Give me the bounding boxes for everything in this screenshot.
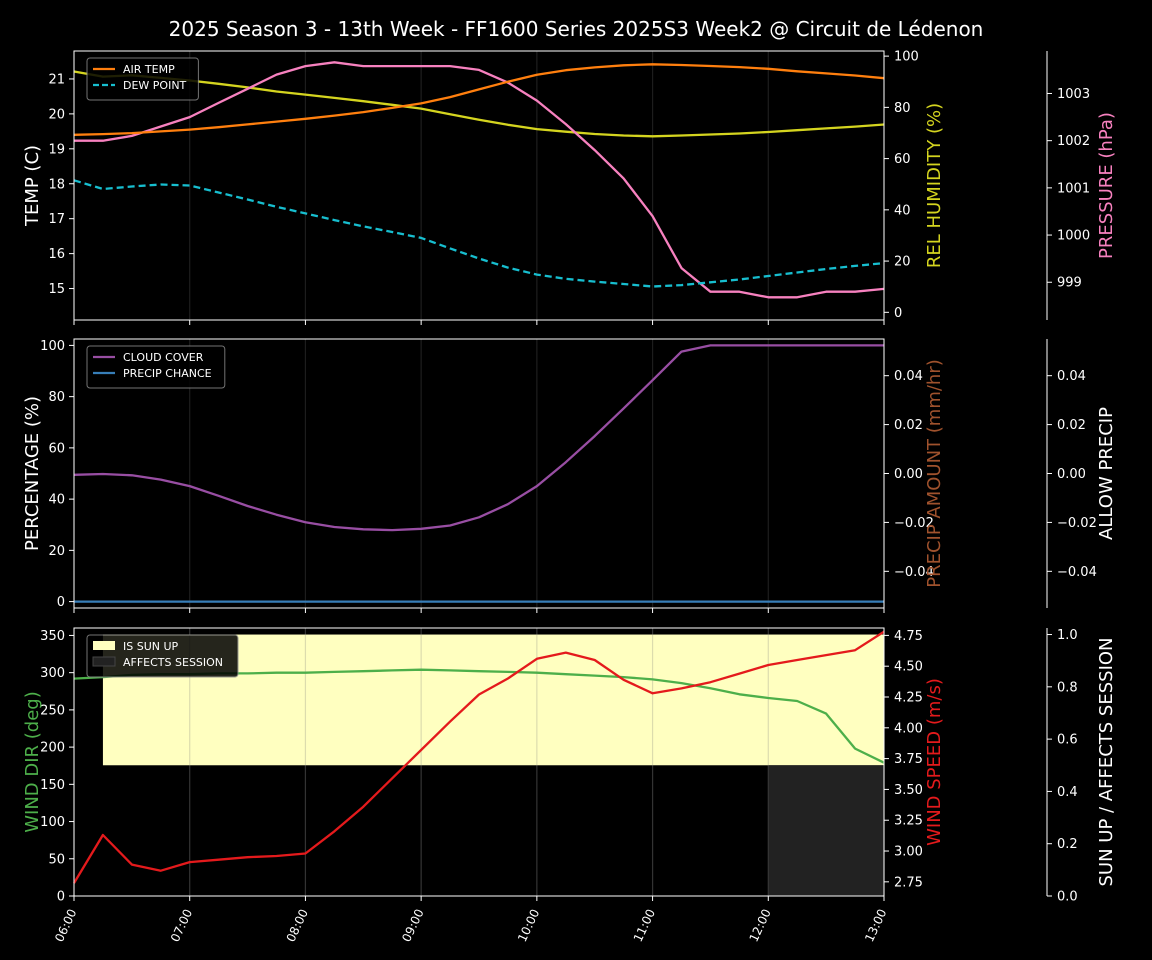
panel-1-legend-label-precip-chance: PRECIP CHANCE	[123, 367, 212, 380]
panel-2-legend-box	[86, 634, 239, 678]
chart-title: 2025 Season 3 - 13th Week - FF1600 Serie…	[169, 17, 984, 41]
panel-1-right2-tick-label: 0.02	[1057, 418, 1086, 433]
panel-1-legend-box	[86, 345, 226, 389]
panel-0-right1-tick-label: 20	[894, 255, 911, 270]
panel-0-frame	[73, 50, 885, 321]
panel-1-right1-tick-label: 0.04	[894, 369, 923, 384]
panel-1-right2-tick-label: 0.04	[1057, 369, 1086, 384]
panel-0-right2-tick-label: 1001	[1057, 181, 1090, 196]
panel-2-right1-tick-label: 4.50	[894, 660, 923, 675]
panel-0-right2-tick-label: 999	[1057, 276, 1082, 291]
panel-2-right1-tick-label: 3.00	[894, 845, 923, 860]
panel-0-left-tick-label: 16	[48, 247, 65, 262]
panel-0-right2-axis-label: PRESSURE (hPa)	[1096, 112, 1117, 259]
panel-2-right1-tick-label: 3.50	[894, 783, 923, 798]
panel-1-right2-tick-label: 0.00	[1057, 467, 1086, 482]
panel-2-legend-label-is-sun-up: IS SUN UP	[123, 640, 179, 653]
panel-0-plot-area	[74, 51, 884, 320]
panel-0-right2-tick-label: 1002	[1057, 134, 1090, 149]
panel-1-legend-label-cloud-cover: CLOUD COVER	[123, 351, 204, 364]
panel-2-right2-axis-label: SUN UP / AFFECTS SESSION	[1096, 637, 1117, 886]
panel-1-right1-tick-label: −0.04	[894, 565, 934, 580]
panel-0-right1-tick-label: 40	[894, 203, 911, 218]
rel-humidity-line	[73, 70, 885, 138]
panel-0-right1-tick-label: 100	[894, 50, 919, 65]
panel-0-left-tick-label: 15	[48, 282, 65, 297]
panel-2-right1-tick-label: 2.75	[894, 875, 923, 890]
panel-0-left-tick-label: 18	[48, 177, 65, 192]
panel-0-left-tick-label: 17	[48, 212, 65, 227]
air-temp-line	[73, 63, 885, 136]
affects-session-band	[768, 765, 884, 896]
panel-0-right1-axis-label: REL HUMIDITY (%)	[924, 103, 945, 268]
panel-0-legend-label-air-temp: AIR TEMP	[123, 63, 175, 76]
panel-2-left-tick-label: 250	[40, 703, 65, 718]
panel-2-right2-tick-label: 0.2	[1057, 837, 1078, 852]
panel-2-right2-tick-label: 1.0	[1057, 628, 1078, 643]
panel-2-right1-tick-label: 3.75	[894, 752, 923, 767]
panel-1-left-tick-label: 40	[48, 493, 65, 508]
panel-2-legend-swatch-affects-session	[92, 656, 116, 667]
panel-2-right2-tick-label: 0.0	[1057, 890, 1078, 905]
panel-0-right1-tick-label: 0	[894, 306, 902, 321]
panel-1-right2-axis-label: ALLOW PRECIP	[1096, 407, 1117, 540]
panel-1-left-axis-label: PERCENTAGE (%)	[22, 396, 43, 551]
dew-point-line	[73, 179, 885, 288]
panel-2-right1-tick-label: 4.75	[894, 629, 923, 644]
panel-2-left-axis-label: WIND DIR (deg)	[22, 691, 43, 833]
panel-0-legend-label-dew-point: DEW POINT	[123, 79, 187, 92]
panel-1-right1-tick-label: −0.02	[894, 516, 934, 531]
panel-1-left-tick-label: 20	[48, 544, 65, 559]
panel-2-right1-axis-label: WIND SPEED (m/s)	[924, 678, 945, 846]
wind-speed-line	[73, 630, 885, 884]
panel-1-left-tick-label: 80	[48, 390, 65, 405]
panel-0-right1-tick-label: 80	[894, 101, 911, 116]
panel-2-right2-tick-label: 0.6	[1057, 733, 1078, 748]
pressure-line	[74, 61, 885, 299]
panel-1-left-tick-label: 100	[40, 339, 65, 354]
panel-2-right1-tick-label: 4.00	[894, 721, 923, 736]
panel-2-left-tick-label: 50	[48, 852, 65, 867]
panel-2-left-tick-label: 350	[40, 629, 65, 644]
panel-2-right1-tick-label: 4.25	[894, 691, 923, 706]
panel-2-legend-label-affects-session: AFFECTS SESSION	[123, 656, 223, 669]
panel-1-left-tick-label: 60	[48, 441, 65, 456]
panel-2-left-tick-label: 150	[40, 778, 65, 793]
panel-1-right1-tick-label: 0.02	[894, 418, 923, 433]
panel-2-left-tick-label: 100	[40, 815, 65, 830]
panel-1-right1-axis-label: PRECIP AMOUNT (mm/hr)	[924, 359, 945, 588]
panel-2-left-tick-label: 0	[57, 890, 65, 905]
panel-0-left-tick-label: 19	[48, 142, 65, 157]
panel-0-right2-tick-label: 1000	[1057, 229, 1090, 244]
panel-0-left-axis-label: TEMP (C)	[22, 145, 43, 227]
panel-0-right1-tick-label: 60	[894, 152, 911, 167]
panel-2-legend-swatch-is-sun-up	[93, 641, 115, 650]
panel-1-frame	[73, 338, 885, 609]
panel-1-right2-tick-label: −0.04	[1057, 565, 1097, 580]
cloud-cover-line	[73, 344, 884, 532]
panel-2-right2-tick-label: 0.4	[1057, 785, 1078, 800]
panel-2-frame	[73, 627, 885, 897]
panel-2-right1-tick-label: 3.25	[894, 814, 923, 829]
panel-2-left-tick-label: 200	[40, 741, 65, 756]
panel-0-right2-tick-label: 1003	[1057, 87, 1090, 102]
panel-0-left-tick-label: 20	[48, 107, 65, 122]
panel-1-right2-tick-label: −0.02	[1057, 516, 1097, 531]
panel-1-right1-tick-label: 0.00	[894, 467, 923, 482]
panel-2-right2-tick-label: 0.8	[1057, 680, 1078, 695]
panel-2-left-tick-label: 300	[40, 666, 65, 681]
panel-0-left-tick-label: 21	[48, 72, 65, 87]
panel-1-left-tick-label: 0	[57, 595, 65, 610]
